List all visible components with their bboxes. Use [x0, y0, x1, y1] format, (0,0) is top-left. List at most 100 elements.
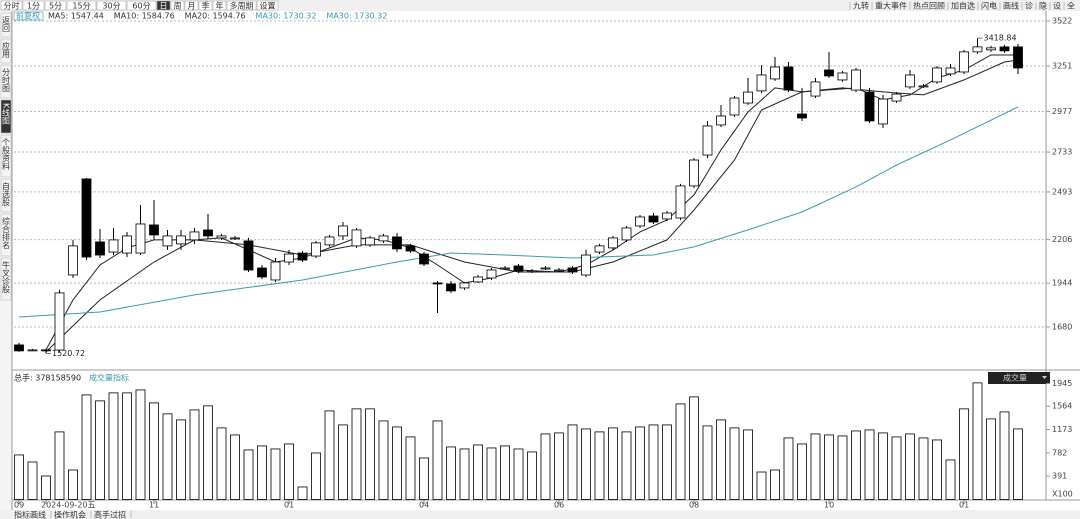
tool-button[interactable]: 隐 — [1039, 1, 1047, 11]
sidebar-label[interactable]: 个股资料 — [2, 138, 11, 171]
candle-body — [837, 72, 848, 81]
sidebar-tab[interactable] — [0, 178, 12, 213]
period-label[interactable]: 设置 — [260, 1, 276, 11]
unit-label: X100 — [1052, 490, 1073, 499]
candle-body — [635, 216, 645, 227]
legend-entry: MA5: 1547.44 — [48, 12, 104, 21]
candle-body — [743, 91, 753, 104]
indicator-button-bg[interactable] — [988, 372, 1050, 384]
period-tab[interactable] — [184, 0, 199, 11]
candle-body — [365, 237, 375, 246]
period-tab[interactable] — [66, 0, 97, 11]
volume-bar — [986, 418, 996, 500]
tool-button[interactable]: 九转 — [853, 1, 869, 11]
candle-body — [270, 261, 281, 281]
volume-bar — [905, 433, 915, 500]
sidebar-tab[interactable] — [0, 99, 12, 134]
bottom-tab[interactable]: 高手过招 — [94, 510, 126, 519]
sidebar-tab[interactable] — [0, 38, 12, 64]
period-tab[interactable] — [226, 0, 257, 11]
candle-body — [500, 267, 510, 270]
period-tab[interactable] — [212, 0, 227, 11]
candle-body — [419, 253, 429, 265]
volume-bar — [351, 408, 362, 500]
period-label[interactable]: 年 — [216, 1, 224, 11]
candle-body — [54, 292, 65, 351]
y-tick-label: 782 — [1052, 448, 1067, 457]
period-label[interactable]: 日 — [160, 2, 168, 11]
period-tab[interactable] — [198, 0, 213, 11]
candle-body — [527, 270, 537, 273]
period-label[interactable]: 1分 — [27, 2, 40, 11]
volume-bar — [770, 469, 780, 500]
period-label[interactable]: 分时 — [4, 1, 20, 11]
period-label[interactable]: 60分 — [132, 2, 150, 11]
volume-bar — [932, 439, 942, 500]
volume-bar — [81, 394, 92, 500]
period-tab[interactable] — [156, 0, 171, 11]
volume-bar — [486, 447, 497, 500]
sidebar-label[interactable]: K线图 — [2, 103, 11, 125]
period-label[interactable]: 多周期 — [230, 1, 254, 11]
sidebar-label[interactable]: 返回 — [2, 16, 11, 33]
tool-button[interactable]: 加自选 — [951, 1, 975, 11]
sidebar-label[interactable]: 牛叉诊股 — [2, 260, 11, 294]
candle-body — [405, 245, 416, 252]
sidebar-label[interactable]: 综合排名 — [2, 216, 11, 250]
tool-button[interactable]: 重大事件 — [875, 1, 907, 11]
candle-body — [729, 97, 740, 116]
candle-body — [932, 67, 942, 83]
period-label[interactable]: 周 — [174, 2, 182, 11]
volume-bar — [189, 409, 200, 500]
sidebar-label[interactable]: 自选股 — [2, 181, 11, 207]
period-tab[interactable] — [126, 0, 157, 11]
candle-body — [338, 225, 348, 237]
volume-bar — [459, 448, 470, 500]
period-label[interactable]: 5分 — [49, 2, 62, 11]
sidebar-label[interactable]: 应用 — [2, 41, 11, 59]
tool-button[interactable]: 画线 — [1003, 1, 1019, 11]
candle-body — [81, 178, 92, 258]
tool-button[interactable]: 全 — [1067, 1, 1075, 11]
period-label[interactable]: 季 — [202, 1, 210, 11]
period-label[interactable]: 15分 — [72, 2, 90, 11]
period-label[interactable]: 30分 — [102, 2, 120, 11]
sidebar-tab[interactable] — [0, 257, 12, 301]
candle-body — [162, 235, 173, 247]
period-tab[interactable] — [0, 0, 23, 11]
tool-button[interactable]: 设 — [1053, 1, 1061, 11]
period-tab[interactable] — [22, 0, 45, 11]
candle-body — [203, 229, 213, 237]
sidebar-tab[interactable] — [0, 12, 12, 38]
volume-bar — [527, 451, 537, 500]
bottom-tab[interactable]: 指标画线 — [14, 510, 46, 519]
tool-button[interactable]: 诊 — [1025, 1, 1033, 11]
sidebar-tab[interactable] — [0, 64, 12, 99]
sidebar-tab[interactable] — [0, 134, 12, 178]
candle-body — [918, 85, 929, 88]
indicator-button[interactable]: 成交量 — [1003, 373, 1027, 383]
volume-bar — [149, 402, 159, 500]
period-label[interactable]: 月 — [188, 2, 196, 11]
period-tab[interactable] — [44, 0, 67, 11]
tool-button[interactable]: 热点回顾 — [913, 1, 945, 11]
candle-body — [689, 159, 699, 187]
volume-bar — [608, 427, 618, 500]
sidebar-tab[interactable] — [0, 213, 12, 257]
volume-bar — [419, 457, 429, 500]
x-tick-label: 08 — [689, 501, 699, 510]
dropdown-arrow[interactable] — [1042, 376, 1047, 379]
sidebar-label[interactable]: 分时图 — [2, 68, 11, 93]
period-tab[interactable] — [96, 0, 127, 11]
candle-body — [648, 215, 659, 223]
candle-body — [432, 282, 443, 285]
candle-body — [284, 253, 294, 263]
y-tick-label: 3522 — [1052, 16, 1072, 25]
bottom-tab[interactable]: 操作机会 — [54, 510, 86, 519]
legend-entry: MA30: 1730.32 — [256, 12, 317, 21]
tool-button[interactable]: 闪电 — [981, 1, 997, 11]
period-tab[interactable] — [170, 0, 185, 11]
volume-bar — [378, 420, 389, 500]
period-tab[interactable] — [256, 0, 279, 11]
y-tick-label: 3251 — [1052, 61, 1072, 70]
